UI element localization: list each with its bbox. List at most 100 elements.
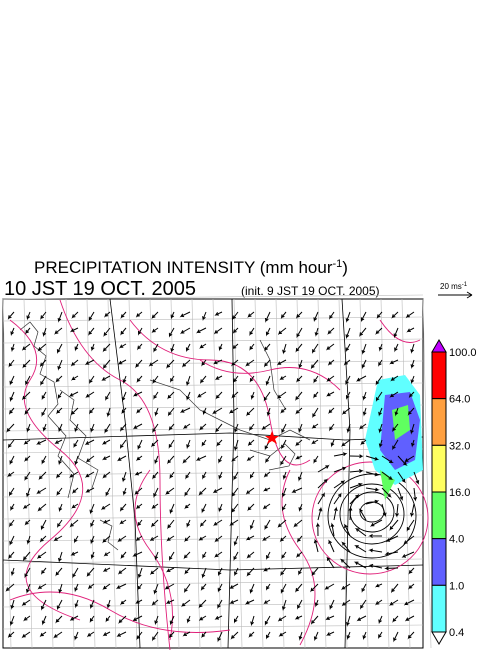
- wind-arrow: [291, 487, 303, 494]
- wind-arrow: [135, 311, 143, 318]
- wind-arrow: [311, 423, 319, 430]
- wind-arrow: [218, 503, 223, 513]
- init-time: (init. 9 JST 19 OCT. 2005): [241, 284, 380, 298]
- grid-line: [23, 298, 33, 649]
- wind-arrow: [166, 567, 175, 573]
- wind-arrow: [233, 535, 239, 547]
- wind-arrow: [55, 471, 63, 479]
- wind-arrow: [42, 423, 47, 433]
- wind-arrow: [296, 551, 303, 558]
- colorbar-segment: [431, 491, 447, 540]
- wind-arrow: [313, 391, 319, 399]
- wind-arrow: [406, 327, 415, 333]
- wind-arrow: [263, 487, 271, 492]
- wind-arrow: [179, 407, 191, 414]
- wind-arrow: [103, 551, 111, 557]
- wind-arrow: [378, 631, 383, 640]
- wind-arrow: [164, 583, 175, 590]
- wind-arrow: [406, 519, 415, 532]
- wind-arrow: [132, 423, 143, 430]
- precipitation-area: [365, 375, 423, 500]
- wind-arrow: [39, 631, 47, 638]
- coastline: [19, 321, 311, 551]
- wind-arrow: [265, 455, 271, 464]
- grid-line: [359, 298, 369, 649]
- wind-arrow: [298, 631, 303, 641]
- wind-arrow: [214, 551, 223, 558]
- wind-arrow: [360, 599, 367, 610]
- wind-arrow: [346, 423, 351, 434]
- wind-arrow: [134, 487, 143, 496]
- wind-arrow: [410, 375, 415, 385]
- wind-arrow: [184, 535, 191, 543]
- wind-arrow: [330, 522, 335, 537]
- wind-arrow: [327, 327, 335, 336]
- wind-arrow: [365, 487, 380, 492]
- wind-arrow: [246, 407, 255, 417]
- wind-arrow: [405, 311, 415, 319]
- wind-arrow: [365, 455, 380, 461]
- wind-arrow: [234, 423, 239, 434]
- wind-arrow: [280, 311, 287, 320]
- wind-arrow: [410, 343, 415, 354]
- wind-arrow: [244, 599, 255, 605]
- wind-arrow: [58, 583, 63, 594]
- wind-arrow: [53, 631, 63, 639]
- wind-arrow: [266, 631, 271, 640]
- wind-arrow: [214, 535, 223, 543]
- wind-arrow: [411, 439, 415, 448]
- wind-arrow: [233, 551, 239, 562]
- wind-arrow: [401, 551, 415, 558]
- wind-arrow: [120, 599, 127, 606]
- wind-arrow: [217, 631, 223, 643]
- title: PRECIPITATION INTENSITY (mm hour-1): [34, 258, 348, 277]
- wind-arrow: [135, 503, 143, 510]
- wind-arrow: [218, 455, 223, 464]
- grid-line: [2, 426, 424, 432]
- wind-arrow: [313, 538, 319, 553]
- wind-arrow: [168, 327, 175, 338]
- wind-arrow: [233, 375, 239, 384]
- wind-arrow: [90, 551, 95, 560]
- grid-line: [2, 382, 424, 388]
- vector-scale-sup: -1: [462, 282, 468, 288]
- wind-arrow: [40, 519, 47, 531]
- wind-arrow: [121, 407, 127, 415]
- wind-arrow: [90, 343, 95, 352]
- wind-arrow: [55, 615, 63, 624]
- wind-arrow: [70, 551, 79, 556]
- wind-arrow: [249, 327, 255, 337]
- wind-arrow: [6, 423, 15, 433]
- wind-arrow: [389, 391, 399, 398]
- wind-arrow: [74, 455, 79, 466]
- wind-arrow: [170, 311, 175, 320]
- wind-arrow: [280, 567, 287, 577]
- valid-time: 10 JST 19 OCT. 2005: [4, 278, 196, 300]
- wind-arrow: [213, 359, 223, 365]
- map-boundaries: [2, 298, 424, 649]
- wind-arrow: [311, 567, 319, 577]
- wind-arrow: [132, 391, 143, 397]
- wind-arrow: [389, 599, 399, 607]
- wind-arrow: [263, 359, 271, 368]
- wind-arrow: [392, 423, 399, 433]
- wind-arrow: [250, 615, 255, 627]
- wind-arrow: [298, 567, 303, 576]
- colorbar-segment: [431, 538, 447, 586]
- wind-arrow: [342, 407, 351, 415]
- grid-line: [2, 298, 12, 649]
- wind-arrow: [90, 423, 95, 433]
- wind-arrow: [154, 551, 159, 561]
- wind-arrow: [341, 439, 351, 447]
- wind-arrow: [296, 375, 303, 383]
- wind-arrow: [104, 311, 111, 318]
- wind-arrow: [153, 583, 159, 595]
- wind-arrow: [245, 359, 255, 367]
- wind-arrow: [374, 583, 383, 588]
- wind-arrow: [168, 631, 175, 639]
- wind-arrow: [264, 615, 271, 626]
- wind-arrow: [117, 359, 127, 365]
- wind-arrow: [105, 391, 111, 402]
- wind-arrow: [10, 599, 15, 610]
